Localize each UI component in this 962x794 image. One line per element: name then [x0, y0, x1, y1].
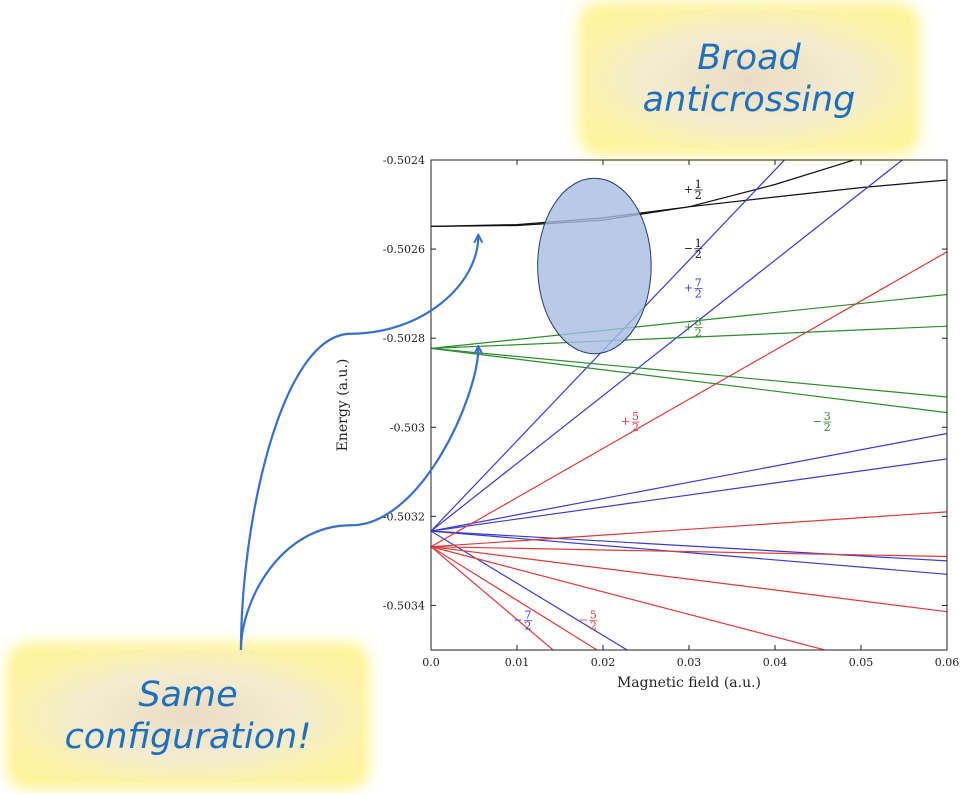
level-label-numerator: 7 — [525, 609, 532, 622]
x-axis-label: Magnetic field (a.u.) — [617, 675, 761, 691]
y-tick-label: -0.503 — [390, 421, 425, 434]
level-label-denominator: 2 — [824, 421, 831, 434]
level-label-numerator: 5 — [632, 410, 639, 423]
level-label-sign: + — [684, 281, 693, 294]
y-axis-label: Energy (a.u.) — [335, 359, 351, 452]
x-tick-label: 0.04 — [763, 656, 788, 669]
plot-frame — [430, 159, 948, 651]
series-line-6 — [431, 458, 947, 532]
label-layer: +12− 12+ 72+ 32+ 52−32− 72−52 — [513, 178, 832, 633]
level-label: +32 — [684, 316, 703, 340]
arrow-layer — [239, 236, 478, 651]
anticrossing-ellipse — [537, 177, 652, 355]
level-label: +12 — [684, 178, 703, 202]
series-line-1 — [431, 160, 856, 227]
same-configuration-callout: Same configuration! — [14, 650, 362, 782]
level-label-denominator: 2 — [590, 620, 597, 633]
level-label: −72 — [513, 609, 533, 633]
ellipse-layer — [537, 177, 652, 355]
series-line-13 — [431, 546, 947, 613]
level-label-sign: + — [684, 183, 693, 196]
level-label-numerator: 1 — [695, 178, 702, 191]
level-label: −12 — [684, 237, 703, 261]
series-line-16 — [431, 546, 554, 650]
series-line-8 — [431, 530, 947, 575]
level-label-sign: − — [813, 415, 822, 428]
series-line-17 — [431, 293, 947, 349]
series-line-14 — [431, 546, 826, 650]
level-label-sign: − — [579, 614, 588, 627]
level-label: +72 — [684, 276, 703, 300]
level-label-denominator: 2 — [632, 421, 639, 434]
series-line-2 — [431, 179, 947, 227]
series-line-19 — [431, 347, 947, 398]
series-line-11 — [431, 511, 947, 548]
level-label-numerator: 3 — [695, 316, 702, 329]
x-tick-label: 0.06 — [935, 656, 960, 669]
level-label-denominator: 2 — [695, 327, 702, 340]
series-line-4 — [431, 160, 904, 532]
y-tick-label: -0.5028 — [383, 332, 425, 345]
level-label: −52 — [579, 609, 598, 633]
annotation-arrow-2 — [239, 347, 478, 651]
broad-anticrossing-callout: Broad anticrossing — [586, 10, 912, 148]
series-line-20 — [431, 347, 947, 414]
level-label-sign: + — [684, 321, 693, 334]
annotation-arrow-1 — [239, 236, 478, 651]
level-label: +52 — [621, 410, 640, 434]
x-tick-label: 0.0 — [422, 656, 440, 669]
series-line-10 — [431, 251, 947, 548]
broad-anticrossing-text: Broad anticrossing — [642, 38, 856, 120]
level-label-denominator: 2 — [695, 287, 702, 300]
tick-layer: 0.0 0.01 0.02 0.03 0.04 0.05 0.06 -0.5024 -0.502… — [383, 154, 959, 669]
level-label-numerator: 7 — [695, 276, 702, 289]
level-label-sign: − — [684, 242, 693, 255]
series-line-15 — [431, 546, 598, 650]
level-label-sign: + — [621, 415, 630, 428]
level-label-numerator: 1 — [695, 237, 702, 250]
series-line-12 — [431, 546, 947, 558]
level-label-denominator: 2 — [525, 620, 532, 633]
x-tick-label: 0.05 — [849, 656, 874, 669]
x-tick-label: 0.03 — [677, 656, 702, 669]
y-tick-label: -0.5034 — [383, 599, 425, 612]
y-tick-label: -0.5024 — [383, 154, 425, 167]
level-label-denominator: 2 — [695, 189, 702, 202]
y-tick-label: -0.5026 — [383, 243, 425, 256]
series-layer — [431, 160, 947, 650]
level-label-denominator: 2 — [695, 248, 702, 261]
level-label-numerator: 3 — [824, 410, 831, 423]
level-label-numerator: 5 — [590, 609, 597, 622]
level-label-sign: − — [513, 614, 522, 627]
x-tick-label: 0.02 — [591, 656, 616, 669]
series-line-5 — [431, 432, 947, 532]
y-tick-label: -0.5032 — [383, 510, 425, 523]
series-line-7 — [431, 530, 947, 562]
level-label: −32 — [813, 410, 832, 434]
same-configuration-text: Same configuration! — [64, 675, 312, 757]
x-tick-label: 0.01 — [505, 656, 530, 669]
series-line-18 — [431, 325, 947, 349]
